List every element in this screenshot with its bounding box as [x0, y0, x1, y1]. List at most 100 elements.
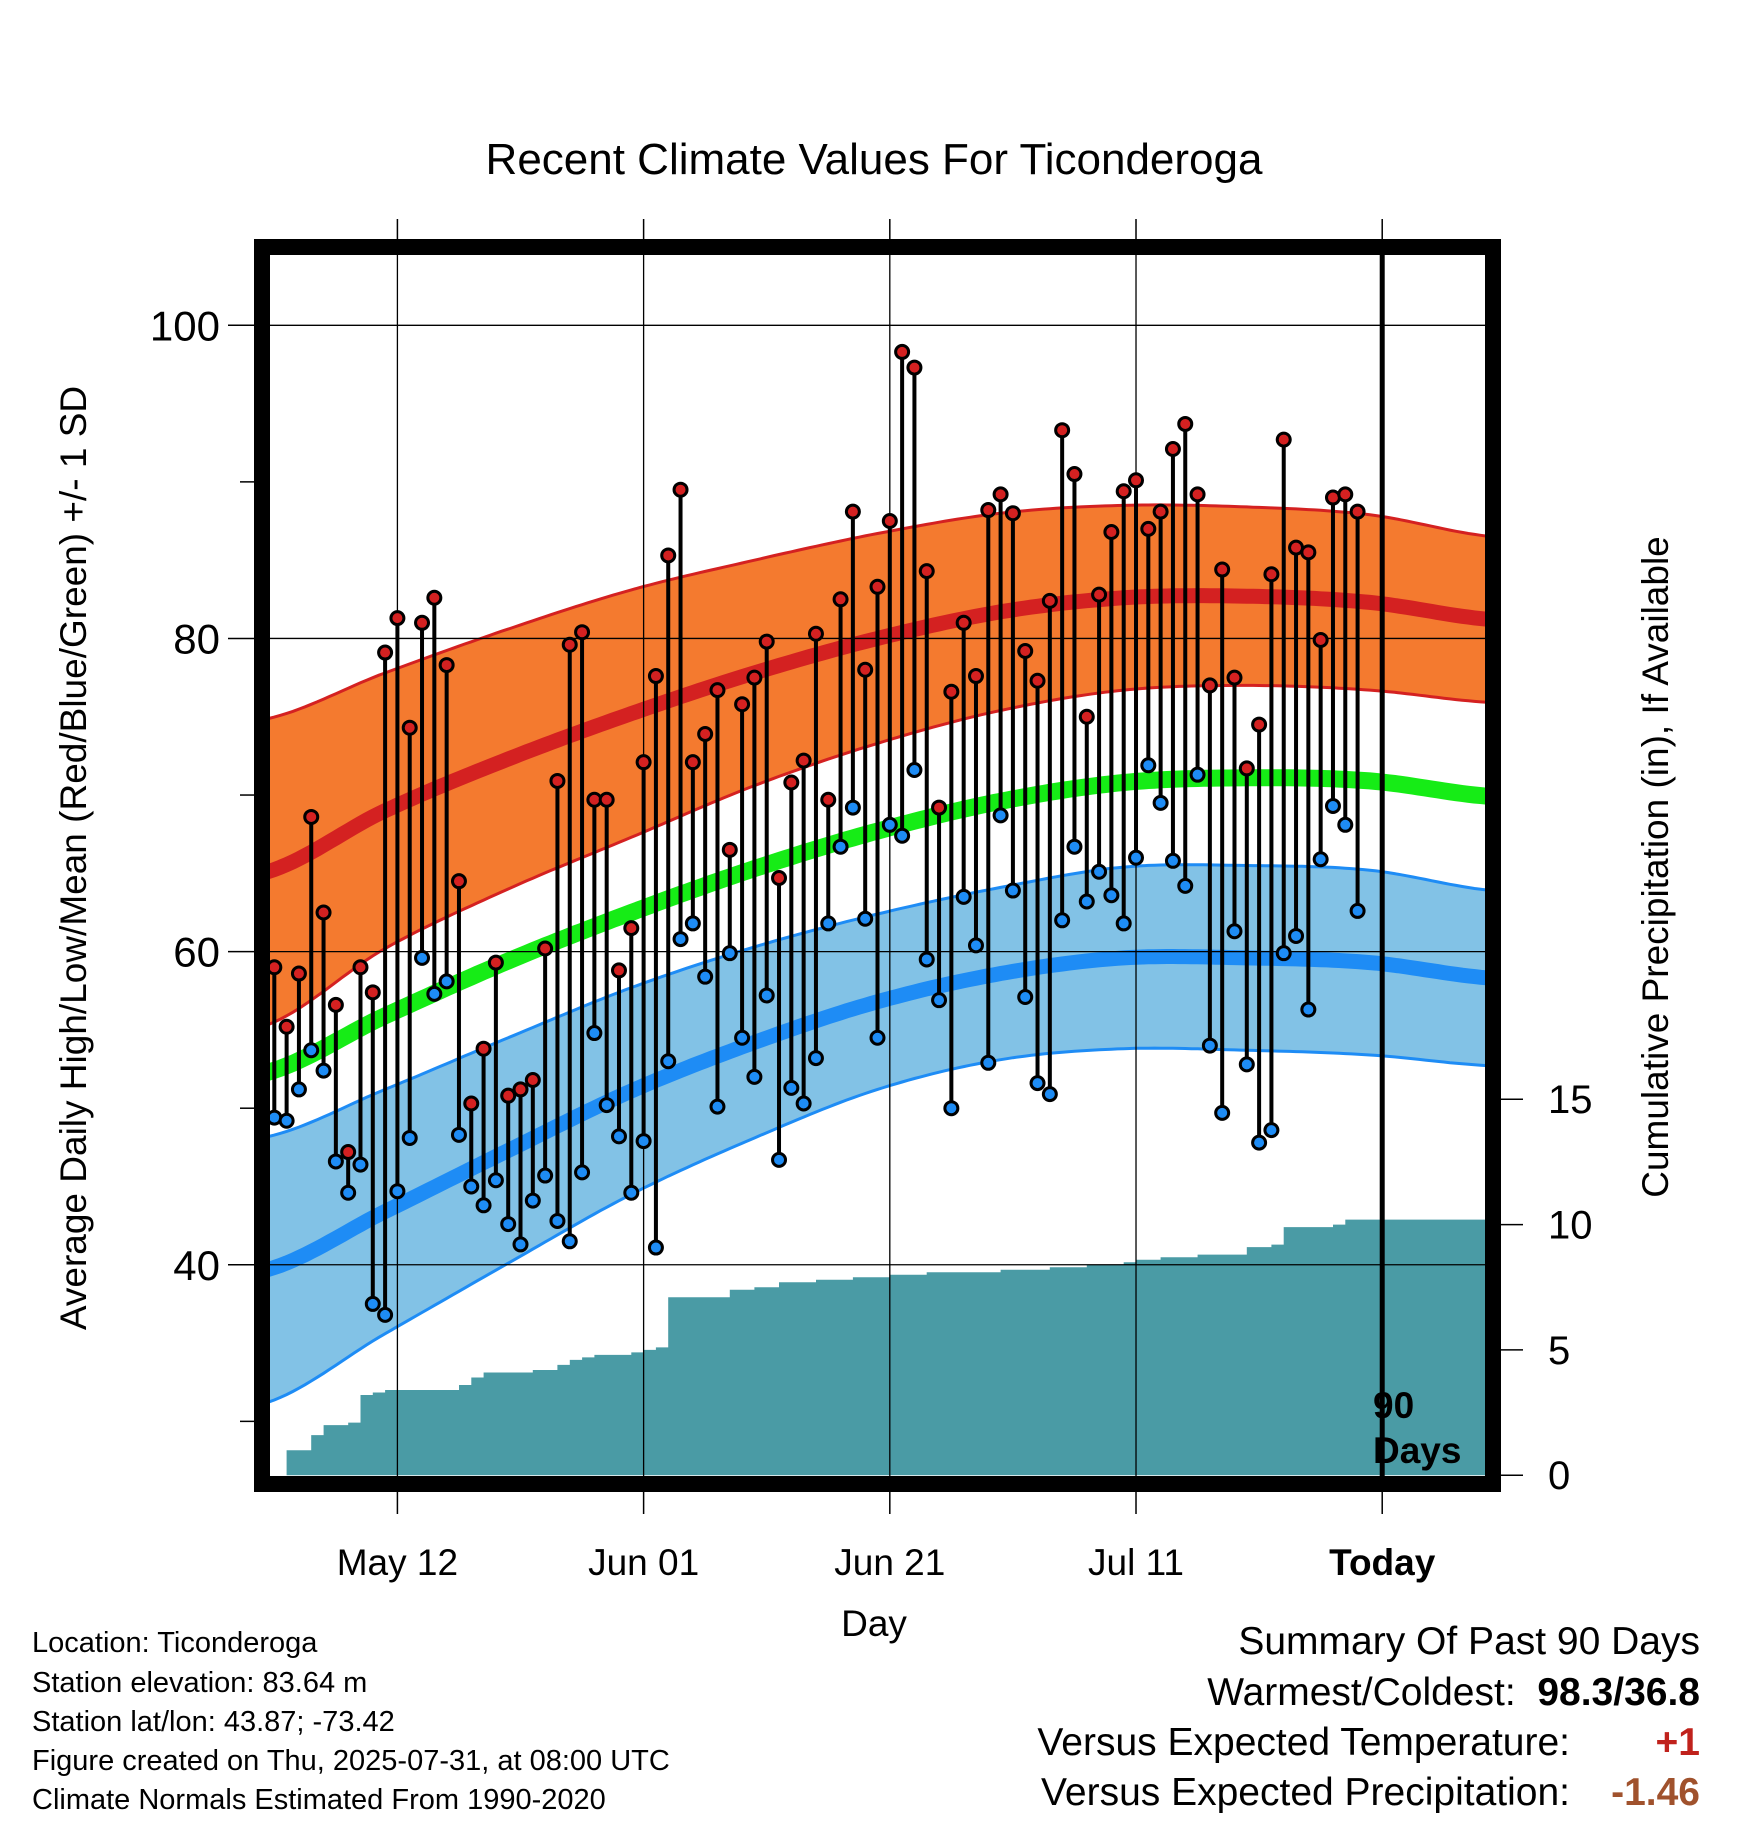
daily-low-point	[1103, 887, 1120, 904]
daily-high-point	[1164, 440, 1181, 457]
daily-high-point	[401, 719, 418, 736]
daily-high-point	[857, 661, 874, 678]
daily-high-point	[943, 683, 960, 700]
daily-low-point	[746, 1068, 763, 1085]
daily-high-point	[1115, 483, 1132, 500]
daily-high-point	[340, 1144, 357, 1161]
daily-high-point	[352, 959, 369, 976]
daily-low-point	[512, 1236, 529, 1253]
daily-high-point	[426, 589, 443, 606]
low-normal-band	[262, 864, 1493, 1405]
daily-high-point	[1177, 415, 1194, 432]
precipitation-fill	[262, 1219, 1493, 1476]
daily-high-point	[906, 359, 923, 376]
daily-low-point	[967, 937, 984, 954]
daily-high-point	[610, 962, 627, 979]
daily-high-point	[832, 591, 849, 608]
daily-low-point	[586, 1025, 603, 1042]
daily-low-point	[1251, 1134, 1268, 1151]
daily-low-point	[1164, 852, 1181, 869]
footer-latlon: Station lat/lon: 43.87; -73.42	[32, 1706, 395, 1738]
summary-precipitation: Versus Expected Precipitation: -1.46	[1041, 1771, 1700, 1815]
daily-low-point	[721, 945, 738, 962]
precip-value: -1.46	[1611, 1771, 1700, 1814]
warmest-coldest-label: Warmest/Coldest:	[1207, 1671, 1516, 1714]
daily-low-point	[1066, 838, 1083, 855]
chart-title: Recent Climate Values For Ticonderoga	[486, 135, 1263, 184]
daily-high-point	[1349, 503, 1366, 520]
daily-high-point	[844, 503, 861, 520]
x-tick-label: Today	[1329, 1542, 1436, 1583]
daily-low-point	[1201, 1037, 1218, 1054]
y-left-tick-label: 100	[150, 302, 220, 349]
daily-high-point	[660, 547, 677, 564]
daily-low-point	[537, 1167, 554, 1184]
daily-high-point	[758, 633, 775, 650]
daily-high-point	[623, 920, 640, 937]
daily-low-point	[647, 1239, 664, 1256]
daily-high-point	[881, 513, 898, 530]
y-right-tick-label: 5	[1548, 1329, 1570, 1373]
daily-high-point	[807, 625, 824, 642]
daily-high-point	[697, 725, 714, 742]
daily-low-point	[931, 992, 948, 1009]
low-normal-band-lower-edge	[261, 1046, 1494, 1406]
daily-low-point	[352, 1156, 369, 1173]
footer-elevation: Station elevation: 83.64 m	[32, 1667, 368, 1699]
x-tick-label: Jun 01	[588, 1542, 699, 1583]
daily-high-point	[574, 624, 591, 641]
daily-high-point	[1091, 586, 1108, 603]
today-days-count: 90	[1373, 1385, 1414, 1426]
daily-high-point	[635, 754, 652, 771]
daily-high-point	[672, 481, 689, 498]
today-days-word: Days	[1373, 1430, 1461, 1471]
daily-low-point	[561, 1233, 578, 1250]
daily-low-point	[1275, 945, 1292, 962]
footer-location: Location: Ticonderoga	[32, 1627, 318, 1659]
daily-high-point	[1041, 592, 1058, 609]
y-left-tick-label: 80	[173, 615, 220, 662]
daily-high-point	[647, 668, 664, 685]
daily-high-point	[1226, 669, 1243, 686]
daily-high-point	[869, 578, 886, 595]
footer-created: Figure created on Thu, 2025-07-31, at 08…	[32, 1745, 670, 1777]
temp-value: +1	[1655, 1721, 1700, 1764]
daily-low-point	[315, 1062, 332, 1079]
daily-high-point	[389, 610, 406, 627]
summary-heading: Summary Of Past 90 Days	[1238, 1620, 1700, 1663]
daily-high-point	[894, 343, 911, 360]
daily-low-point	[1004, 882, 1021, 899]
daily-high-point	[1238, 760, 1255, 777]
daily-low-point	[943, 1100, 960, 1117]
daily-low-point	[918, 951, 935, 968]
daily-low-point	[672, 931, 689, 948]
daily-low-point	[660, 1053, 677, 1070]
daily-high-point	[315, 904, 332, 921]
daily-high-point	[1054, 422, 1071, 439]
daily-low-point	[894, 827, 911, 844]
daily-low-point	[377, 1306, 394, 1323]
daily-low-point	[869, 1029, 886, 1046]
x-tick-label: May 12	[337, 1542, 458, 1583]
daily-high-point	[1017, 642, 1034, 659]
daily-low-point	[734, 1029, 751, 1046]
daily-high-point	[1300, 544, 1317, 561]
daily-low-point	[992, 807, 1009, 824]
daily-low-point	[549, 1212, 566, 1229]
precipitation-area	[262, 1219, 1493, 1476]
daily-low-point	[955, 888, 972, 905]
daily-high-point	[303, 808, 320, 825]
daily-high-point	[709, 682, 726, 699]
daily-low-point	[1041, 1086, 1058, 1103]
daily-low-point	[303, 1042, 320, 1059]
daily-high-point	[1004, 505, 1021, 522]
daily-low-point	[1128, 849, 1145, 866]
daily-low-point	[1288, 927, 1305, 944]
temp-label: Versus Expected Temperature:	[1037, 1721, 1570, 1764]
x-axis-label: Day	[841, 1603, 907, 1644]
daily-high-point	[524, 1072, 541, 1089]
daily-low-point	[1214, 1104, 1231, 1121]
daily-high-point	[1103, 523, 1120, 540]
y-right-tick-label: 10	[1548, 1204, 1593, 1248]
daily-low-point	[1029, 1075, 1046, 1092]
